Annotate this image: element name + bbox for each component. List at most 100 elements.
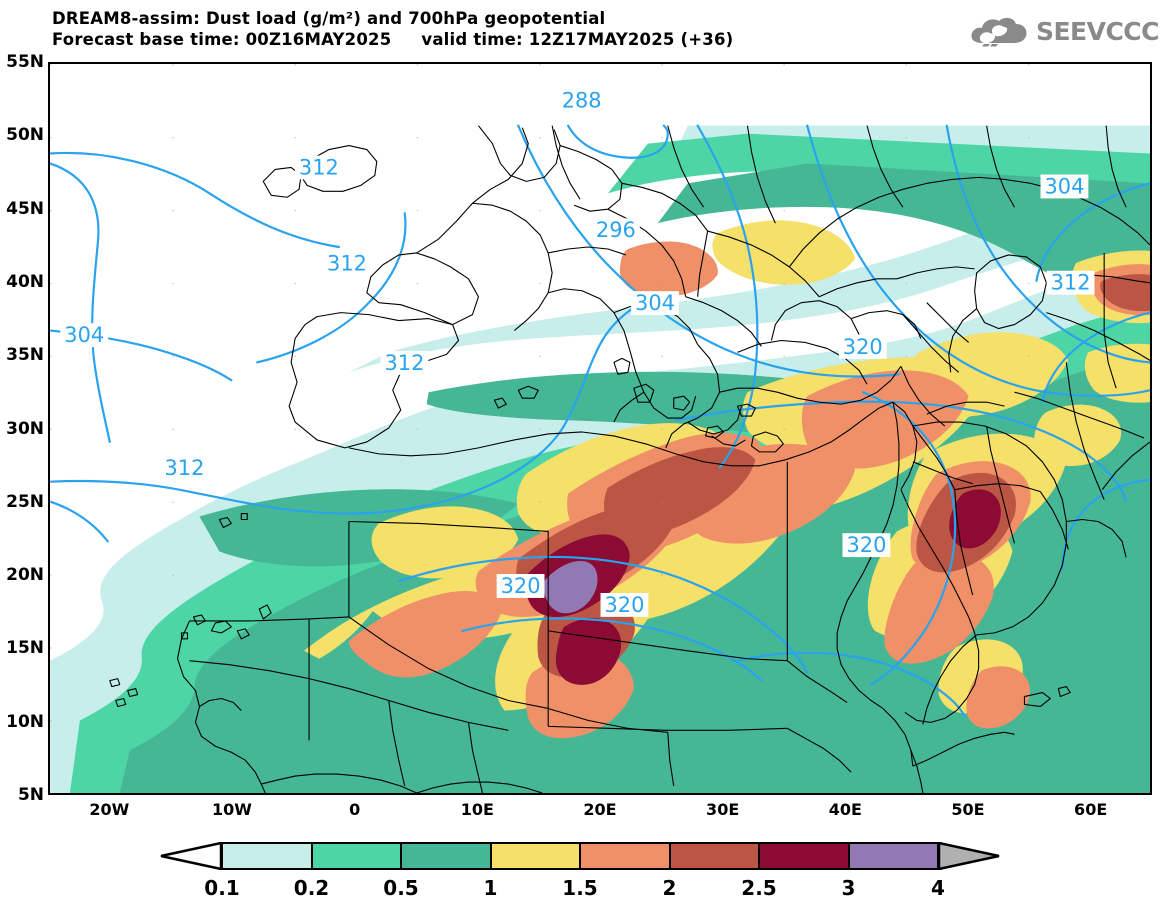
latitude-label-10N: 10N (6, 711, 44, 732)
contour-label-304: 304 (635, 291, 675, 315)
latitude-label-45N: 45N (6, 198, 44, 219)
title-line-2: Forecast base time: 00Z16MAY2025 valid ti… (52, 29, 872, 50)
longitude-tick (233, 793, 236, 795)
latitude-label-30N: 30N (6, 418, 44, 439)
longitude-label-10E: 10E (460, 800, 494, 819)
contour-label-bg (631, 291, 679, 316)
dust-load-map: 288 296 304 304 312 312 312 312 312 304 320 320 320 3… (50, 64, 1150, 793)
latitude-tick (48, 63, 50, 66)
colorbar-label-3: 3 (841, 876, 856, 900)
contour-label-bg (1040, 174, 1089, 199)
contour-label-bg (496, 574, 545, 598)
colorbar[interactable]: 0.1 0.2 0.5 1 1.5 2 2.5 3 4 (0, 842, 1165, 907)
contour-label-bg (380, 350, 429, 375)
latitude-tick (48, 576, 50, 579)
page-title: DREAM8-assim: Dust load (g/m²) and 700hP… (52, 8, 872, 50)
colorbar-label-1: 1 (483, 876, 498, 900)
contour-label-312: 312 (384, 351, 424, 375)
colorbar-segment-3[interactable] (401, 842, 491, 870)
contour-label-bg (60, 323, 109, 348)
longitude-tick (356, 793, 359, 795)
contour-label-312: 312 (327, 252, 367, 276)
longitude-label-40E: 40E (828, 800, 862, 819)
contour-label-304: 304 (1044, 174, 1084, 198)
latitude-label-25N: 25N (6, 491, 44, 512)
colorbar-segments[interactable] (160, 842, 1000, 872)
contour-label-320: 320 (843, 335, 883, 359)
latitude-label-55N: 55N (6, 52, 44, 72)
contour-label-bg (323, 251, 371, 276)
longitude-tick (601, 793, 604, 795)
colorbar-label-2: 2 (662, 876, 677, 900)
latitude-label-15N: 15N (6, 638, 44, 659)
contour-label-bg (591, 218, 640, 243)
longitude-tick (1092, 793, 1095, 795)
longitude-label-30E: 30E (706, 800, 740, 819)
latitude-tick (48, 136, 50, 139)
contour-label-312: 312 (1051, 271, 1091, 295)
colorbar-label-0.1: 0.1 (204, 876, 240, 900)
map-gridlines (50, 64, 1150, 793)
forecast-base-time: Forecast base time: 00Z16MAY2025 (52, 30, 392, 49)
contour-label-bg (160, 455, 209, 480)
contour-label-296: 296 (596, 218, 636, 242)
contour-label-bg (600, 592, 649, 617)
longitude-label-0: 0 (349, 800, 361, 819)
contour-label-bg (838, 334, 887, 359)
colorbar-segment-5[interactable] (580, 842, 670, 870)
colorbar-over-arrow (938, 842, 1000, 870)
latitude-label-50N: 50N (6, 125, 44, 146)
latitude-label-20N: 20N (6, 565, 44, 586)
map-plot-area[interactable]: 288 296 304 304 312 312 312 312 312 304 320 320 320 3… (48, 62, 1152, 795)
latitude-tick (48, 210, 50, 213)
latitude-tick (48, 430, 50, 433)
contour-label-304: 304 (64, 323, 104, 347)
colorbar-segment-6[interactable] (669, 842, 759, 870)
contour-label-312: 312 (299, 155, 339, 179)
colorbar-label-1.5: 1.5 (562, 876, 598, 900)
logo-text: SEEVCCC (1035, 16, 1160, 46)
longitude-label-50E: 50E (951, 800, 985, 819)
longitude-tick (846, 793, 849, 795)
latitude-tick (48, 503, 50, 506)
contour-label-320: 320 (501, 574, 541, 598)
valid-time: valid time: 12Z17MAY2025 (+36) (421, 30, 734, 49)
contour-label-bg (1046, 270, 1095, 295)
colorbar-segment-2[interactable] (311, 842, 401, 870)
latitude-label-35N: 35N (6, 345, 44, 366)
colorbar-segment-7[interactable] (759, 842, 849, 870)
longitude-label-20E: 20E (583, 800, 617, 819)
colorbar-segment-1[interactable] (222, 842, 312, 870)
contour-label-bg (557, 88, 606, 113)
contour-labels: 288 296 304 304 312 312 312 312 312 304 320 320 320 3… (60, 88, 1095, 617)
colorbar-segment-8[interactable] (848, 842, 938, 870)
colorbar-segment-4[interactable] (490, 842, 580, 870)
cloud-icon (971, 17, 1027, 47)
longitude-tick (724, 793, 727, 795)
longitude-label-20W: 20W (89, 800, 130, 819)
colorbar-label-0.2: 0.2 (293, 876, 330, 900)
longitude-tick (478, 793, 481, 795)
contour-label-bg (294, 155, 343, 180)
latitude-tick (48, 649, 50, 652)
contour-label-312: 312 (164, 456, 204, 480)
longitude-label-10W: 10W (212, 800, 252, 819)
latitude-tick (48, 283, 50, 286)
contour-label-bg (842, 533, 891, 558)
seevccc-logo: SEEVCCC (968, 13, 1160, 49)
longitude-tick (969, 793, 972, 795)
colorbar-label-4: 4 (931, 876, 945, 900)
latitude-tick (48, 356, 50, 359)
longitude-label-60E: 60E (1074, 800, 1108, 819)
colorbar-label-0.5: 0.5 (383, 876, 419, 900)
colorbar-under-arrow (160, 842, 222, 870)
contour-label-320: 320 (846, 533, 886, 557)
colorbar-label-2.5: 2.5 (741, 876, 777, 900)
longitude-tick (110, 793, 113, 795)
latitude-tick (48, 723, 50, 726)
latitude-label-5N: 5N (17, 785, 44, 805)
title-line-1: DREAM8-assim: Dust load (g/m²) and 700hP… (52, 9, 606, 28)
latitude-label-40N: 40N (6, 271, 44, 292)
contour-label-320: 320 (604, 593, 644, 617)
